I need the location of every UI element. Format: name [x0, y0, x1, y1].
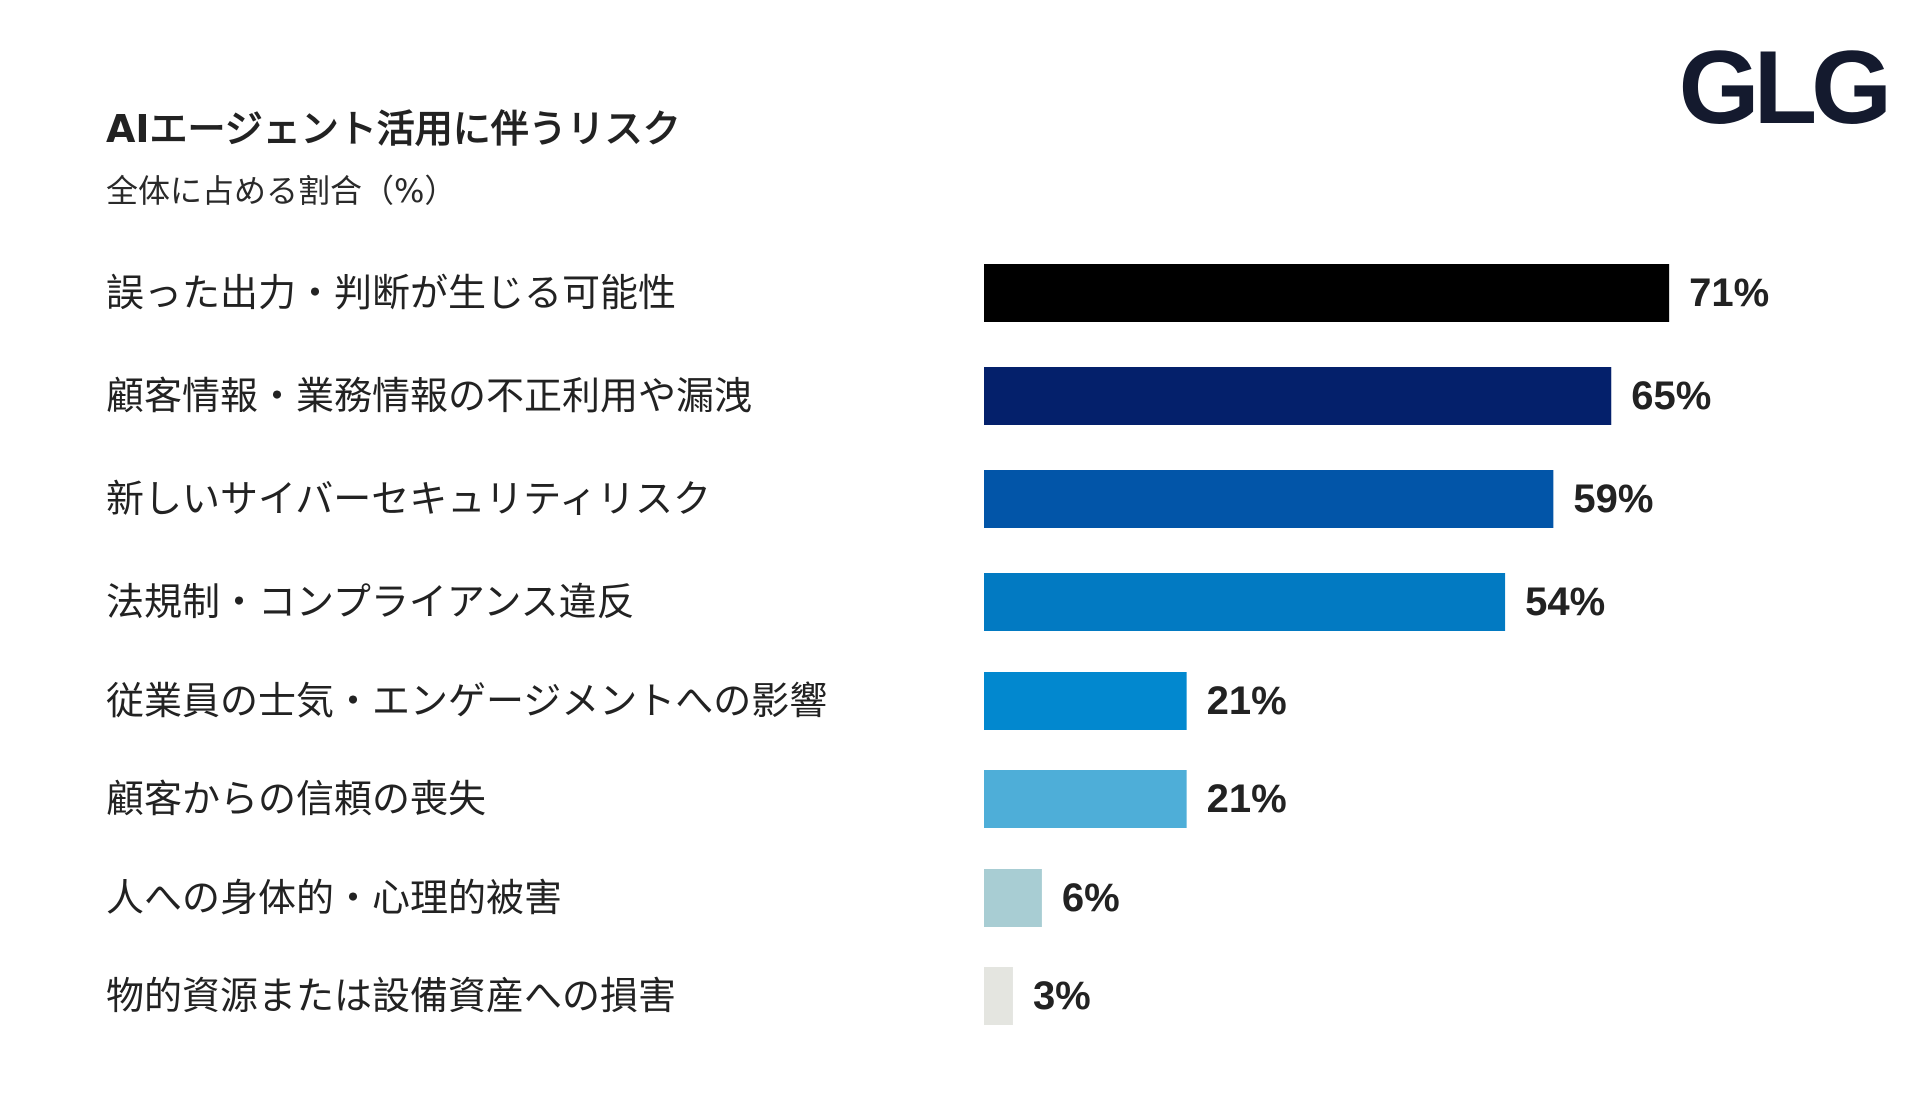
bar	[984, 264, 1670, 322]
value-label: 54%	[1525, 580, 1605, 624]
category-label: 誤った出力・判断が生じる可能性	[106, 271, 676, 315]
glg-logo: GLG	[1678, 30, 1892, 146]
value-label: 3%	[1033, 974, 1091, 1018]
bar	[984, 770, 1187, 828]
value-label: 21%	[1207, 679, 1287, 723]
value-label: 21%	[1207, 777, 1287, 821]
category-label: 従業員の士気・エンゲージメントへの影響	[106, 679, 827, 723]
value-label: 65%	[1631, 374, 1711, 418]
category-label: 顧客情報・業務情報の不正利用や漏洩	[106, 374, 752, 418]
bar	[984, 869, 1042, 927]
bar	[984, 470, 1554, 528]
value-label: 71%	[1689, 271, 1769, 315]
chart-title: AIエージェント活用に伴うリスク	[106, 107, 681, 151]
value-label: 6%	[1062, 876, 1120, 920]
bar	[984, 573, 1506, 631]
category-label: 法規制・コンプライアンス違反	[106, 580, 635, 624]
bar	[984, 672, 1187, 730]
category-label: 顧客からの信頼の喪失	[106, 777, 486, 821]
category-label: 物的資源または設備資産への損害	[106, 974, 676, 1018]
chart-subtitle: 全体に占める割合（%）	[106, 172, 457, 210]
value-label: 59%	[1573, 477, 1653, 521]
category-label: 人への身体的・心理的被害	[106, 876, 562, 920]
bar	[984, 967, 1013, 1025]
bar	[984, 367, 1612, 425]
category-label: 新しいサイバーセキュリティリスク	[106, 477, 711, 521]
